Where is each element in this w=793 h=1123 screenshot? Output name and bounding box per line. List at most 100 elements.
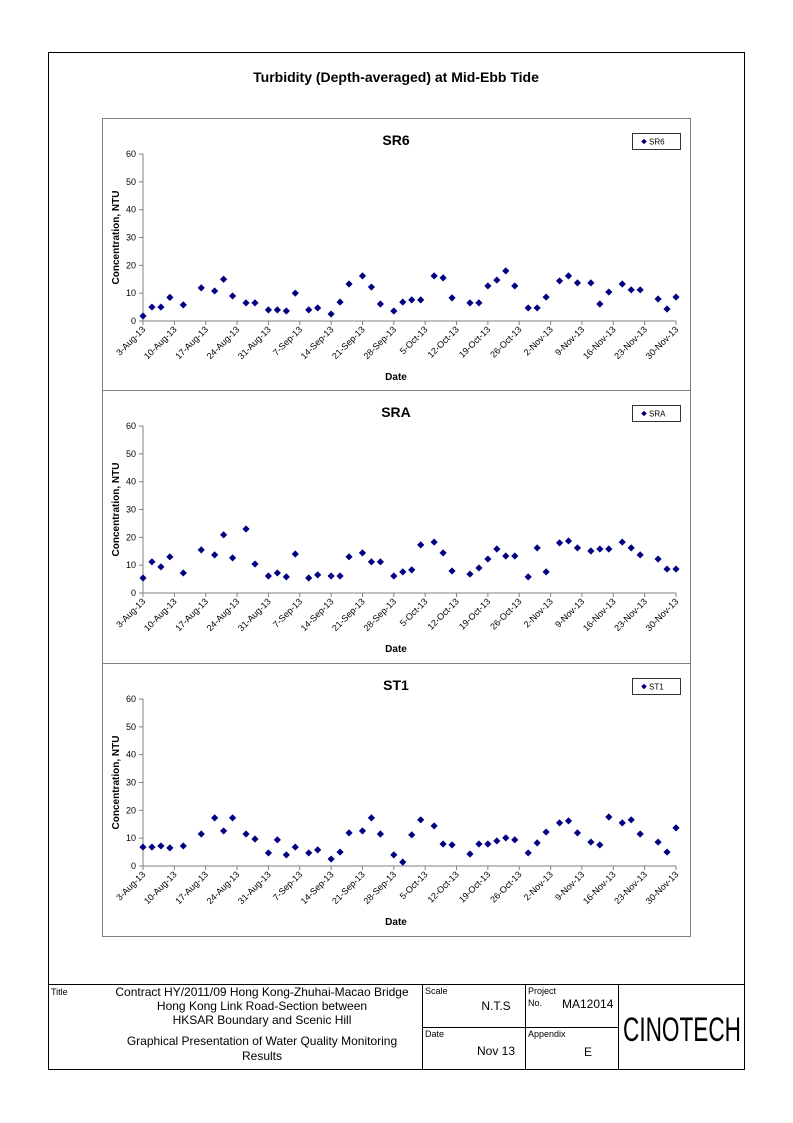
data-point: [282, 573, 290, 581]
data-point: [408, 296, 416, 304]
data-point: [345, 829, 353, 837]
data-point: [555, 819, 564, 827]
x-tick-label: 10-Aug-13: [142, 869, 179, 906]
data-point: [430, 272, 438, 280]
data-point: [211, 814, 219, 822]
data-point: [390, 307, 398, 315]
data-point: [511, 282, 519, 290]
data-point: [672, 824, 680, 832]
x-tick-label: 5-Oct-13: [398, 869, 430, 901]
scale: N.T.S: [481, 999, 510, 1013]
x-tick-label: 26-Oct-13: [488, 324, 523, 359]
data-point: [157, 303, 165, 311]
data-point: [327, 572, 335, 580]
subtitle-line: Graphical Presentation of Water Quality …: [127, 1034, 397, 1048]
data-point: [148, 558, 156, 566]
data-point: [305, 849, 313, 857]
x-tick-label: 24-Aug-13: [205, 596, 242, 633]
data-point: [367, 558, 376, 566]
x-tick-label: 12-Oct-13: [426, 324, 461, 359]
y-tick-label: 50: [126, 177, 136, 187]
x-tick-label: 30-Nov-13: [644, 324, 681, 361]
x-tick-label: 19-Oct-13: [457, 324, 492, 359]
y-tick-label: 10: [126, 560, 136, 570]
y-tick-label: 20: [126, 805, 136, 815]
legend: ST1: [632, 678, 681, 695]
legend-marker: [641, 410, 647, 417]
data-point: [439, 274, 447, 282]
data-point: [211, 287, 219, 295]
data-point: [376, 300, 384, 308]
page-border: [48, 52, 745, 1070]
y-tick-label: 60: [126, 149, 136, 159]
data-point: [448, 294, 456, 302]
charts: SR601020304050603-Aug-1310-Aug-1317-Aug-…: [102, 132, 690, 928]
y-tick-label: 10: [126, 288, 136, 298]
data-point: [345, 280, 353, 288]
data-point: [314, 304, 322, 312]
y-tick-label: 0: [131, 861, 136, 871]
data-point: [251, 835, 259, 843]
chart: ST101020304050603-Aug-1310-Aug-1317-Aug-…: [102, 663, 690, 928]
data-point: [157, 842, 165, 850]
x-tick-label: 21-Sep-13: [330, 869, 367, 906]
data-point: [197, 546, 205, 554]
label: Date: [425, 1029, 444, 1039]
y-tick-label: 10: [126, 833, 136, 843]
data-point: [228, 554, 237, 562]
data-point: [502, 834, 510, 842]
data-point: [587, 838, 595, 846]
legend-box: [632, 405, 681, 422]
data-point: [251, 560, 259, 568]
x-tick-label: 26-Oct-13: [488, 869, 523, 904]
title-line: Hong Kong Link Road-Section between: [157, 999, 367, 1013]
data-point: [555, 277, 564, 285]
x-tick-label: 16-Nov-13: [581, 596, 618, 633]
x-axis-label: Date: [385, 917, 407, 928]
data-point: [533, 304, 541, 312]
y-axis-label: Concentration, NTU: [111, 191, 122, 285]
x-tick-label: 23-Nov-13: [612, 596, 649, 633]
data-point: [148, 303, 156, 311]
data-point: [587, 547, 595, 555]
y-tick-label: 50: [126, 449, 136, 459]
data-point: [672, 565, 680, 573]
data-point: [417, 816, 425, 824]
appendix: E: [584, 1045, 592, 1059]
data-point: [417, 541, 425, 549]
y-tick-label: 40: [126, 205, 136, 215]
data-point: [327, 310, 335, 318]
data-point: [618, 819, 626, 827]
data-point: [166, 844, 174, 852]
x-tick-label: 10-Aug-13: [142, 596, 179, 633]
data-point: [439, 549, 447, 557]
label: Scale: [425, 986, 448, 996]
data-point: [596, 300, 604, 308]
legend-label: SRA: [649, 410, 666, 419]
data-point: [618, 280, 626, 288]
data-point: [636, 551, 644, 559]
data-point: [228, 814, 237, 822]
data-point: [336, 572, 344, 580]
data-point: [264, 572, 273, 580]
legend: SRA: [632, 405, 681, 422]
y-tick-label: 20: [126, 260, 136, 270]
data-point: [179, 842, 187, 850]
data-point: [367, 814, 376, 822]
logo: CINOTECH: [623, 1011, 741, 1049]
x-tick-label: 19-Oct-13: [457, 869, 492, 904]
x-tick-label: 2-Nov-13: [522, 324, 555, 357]
data-point: [197, 830, 205, 838]
legend-box: [632, 678, 681, 695]
data-point: [627, 544, 635, 552]
data-point: [448, 567, 456, 575]
data-point: [220, 531, 228, 539]
data-point: [564, 817, 573, 825]
data-point: [228, 292, 237, 300]
y-tick-label: 0: [131, 316, 136, 326]
x-axis-label: Date: [385, 644, 407, 655]
data-point: [273, 306, 281, 314]
data-point: [291, 843, 299, 851]
data-point: [502, 267, 510, 275]
y-tick-label: 0: [131, 588, 136, 598]
